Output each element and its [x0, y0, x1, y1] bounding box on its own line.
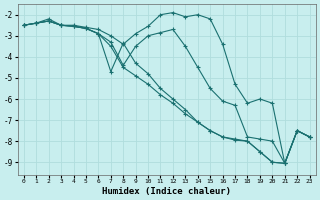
X-axis label: Humidex (Indice chaleur): Humidex (Indice chaleur)	[102, 187, 231, 196]
